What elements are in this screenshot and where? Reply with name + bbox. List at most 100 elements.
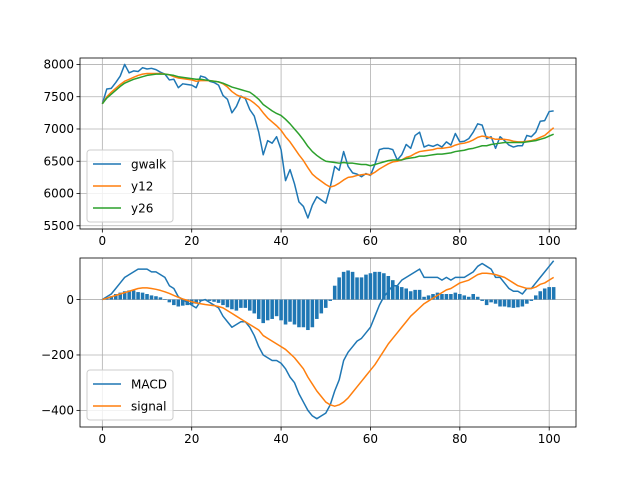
bottom-histogram-bar [167, 299, 172, 303]
top-xtick-label: 80 [452, 234, 467, 248]
top-chart-legend: gwalk y12 y26 [86, 149, 174, 223]
bottom-histogram-bar [399, 287, 404, 300]
top-legend-label: gwalk [131, 157, 166, 171]
bottom-series-line-signal [102, 272, 555, 407]
bottom-histogram-bar [525, 299, 529, 304]
bottom-histogram-bar [493, 299, 498, 304]
bottom-histogram-bar [243, 299, 248, 308]
bottom-legend-label: MACD [131, 377, 167, 391]
top-series-line-y26 [101, 73, 554, 167]
bottom-histogram-bar [310, 299, 315, 328]
bottom-xtick-label: 20 [184, 432, 199, 446]
bottom-histogram-bar [297, 299, 301, 328]
bottom-ytick-label: 0 [66, 293, 74, 307]
top-legend-label: y12 [131, 179, 153, 193]
bottom-histogram-bar [319, 299, 324, 314]
bottom-histogram-bar [444, 294, 449, 300]
bottom-histogram-bar [274, 299, 279, 317]
bottom-histogram-bar [288, 299, 292, 322]
bottom-ytick-label: −200 [41, 348, 74, 362]
top-chart-ticks: 0 20 40 60 80 100 5500 6000 6500 7000 7500 8000 [43, 58, 560, 248]
bottom-histogram-bar [225, 299, 230, 308]
bottom-histogram-bar [113, 294, 118, 300]
bottom-histogram-bar [391, 280, 395, 300]
top-legend-box [86, 149, 174, 223]
bottom-xtick-label: 80 [452, 432, 467, 446]
bottom-histogram-bar [207, 299, 212, 301]
bottom-histogram-bar [163, 299, 167, 300]
bottom-histogram-bar [422, 296, 426, 300]
top-ytick-label: 8000 [43, 58, 74, 72]
top-series-line-gwalk [101, 63, 554, 219]
bottom-histogram-bar [533, 295, 538, 300]
bottom-histogram-bar [346, 270, 350, 300]
bottom-histogram-bar [252, 299, 257, 314]
bottom-histogram-bar [279, 299, 283, 321]
bottom-histogram-bar [426, 295, 431, 300]
bottom-histogram-bar [507, 299, 511, 308]
bottom-legend-box [86, 369, 174, 421]
bottom-histogram-bar [301, 299, 306, 328]
bottom-histogram-bar [256, 299, 261, 319]
bottom-histogram-bar [431, 294, 435, 300]
bottom-chart-plot-area [100, 260, 556, 420]
top-legend-label: y26 [131, 201, 153, 215]
bottom-histogram-bar [453, 292, 458, 300]
bottom-histogram-bar [194, 299, 198, 304]
bottom-series-line-macd [101, 260, 555, 420]
bottom-chart-frame [79, 257, 577, 428]
bottom-histogram-bar [551, 287, 556, 300]
bottom-histogram-bar [350, 271, 355, 300]
bottom-histogram-bar [413, 289, 417, 300]
bottom-histogram-bar [323, 299, 328, 308]
bottom-histogram-bar [122, 291, 127, 300]
bottom-histogram-bar [462, 295, 467, 300]
bottom-histogram-bar [516, 299, 520, 308]
bottom-histogram-bar [234, 299, 239, 311]
bottom-histogram-bar [458, 294, 462, 300]
bottom-histogram-bar [239, 299, 243, 308]
bottom-histogram-bar [216, 299, 221, 303]
bottom-histogram-bar [136, 292, 140, 300]
bottom-histogram-bar [176, 299, 181, 307]
bottom-histogram-bar [315, 299, 319, 319]
bottom-histogram-bar [529, 299, 534, 301]
bottom-histogram-bar [404, 288, 408, 300]
top-chart-plot-area [101, 63, 555, 219]
bottom-histogram-bar [292, 299, 297, 325]
top-xtick-label: 100 [538, 234, 561, 248]
bottom-histogram-bar [498, 299, 502, 307]
bottom-histogram-bar [547, 287, 551, 300]
bottom-histogram-bar [449, 294, 453, 300]
bottom-histogram-bar [471, 294, 476, 300]
bottom-histogram-bar [221, 299, 225, 306]
bottom-histogram-bar [140, 292, 145, 300]
bottom-histogram-bar [377, 271, 382, 300]
bottom-histogram-bar [332, 285, 337, 300]
bottom-histogram-bar [270, 299, 274, 319]
bottom-histogram-bar [145, 294, 149, 300]
bottom-histogram-bar [520, 299, 525, 307]
bottom-histogram-bar [511, 299, 516, 308]
bottom-legend-label: signal [131, 399, 167, 413]
bottom-histogram-bar [480, 299, 484, 301]
bottom-histogram-bar [364, 274, 368, 300]
bottom-histogram-bar [306, 299, 310, 331]
top-xtick-label: 0 [99, 234, 107, 248]
bottom-histogram-bar [337, 277, 341, 300]
bottom-histogram-bar [341, 271, 346, 300]
bottom-histogram-bar [502, 299, 507, 307]
top-ytick-label: 6500 [43, 154, 74, 168]
bottom-chart: 0 20 40 60 80 100 −400 −200 0 MACD signal [41, 257, 577, 446]
bottom-histogram-bar [118, 292, 123, 300]
bottom-histogram-bar [386, 276, 391, 300]
top-ytick-label: 7000 [43, 122, 74, 136]
bottom-histogram-bar [489, 299, 493, 303]
bottom-histogram-bar [417, 289, 422, 300]
bottom-histogram-bar [328, 299, 333, 301]
bottom-xtick-label: 60 [363, 432, 378, 446]
bottom-histogram-bar [440, 294, 444, 300]
bottom-histogram-bar [542, 288, 547, 300]
top-xtick-label: 40 [273, 234, 288, 248]
